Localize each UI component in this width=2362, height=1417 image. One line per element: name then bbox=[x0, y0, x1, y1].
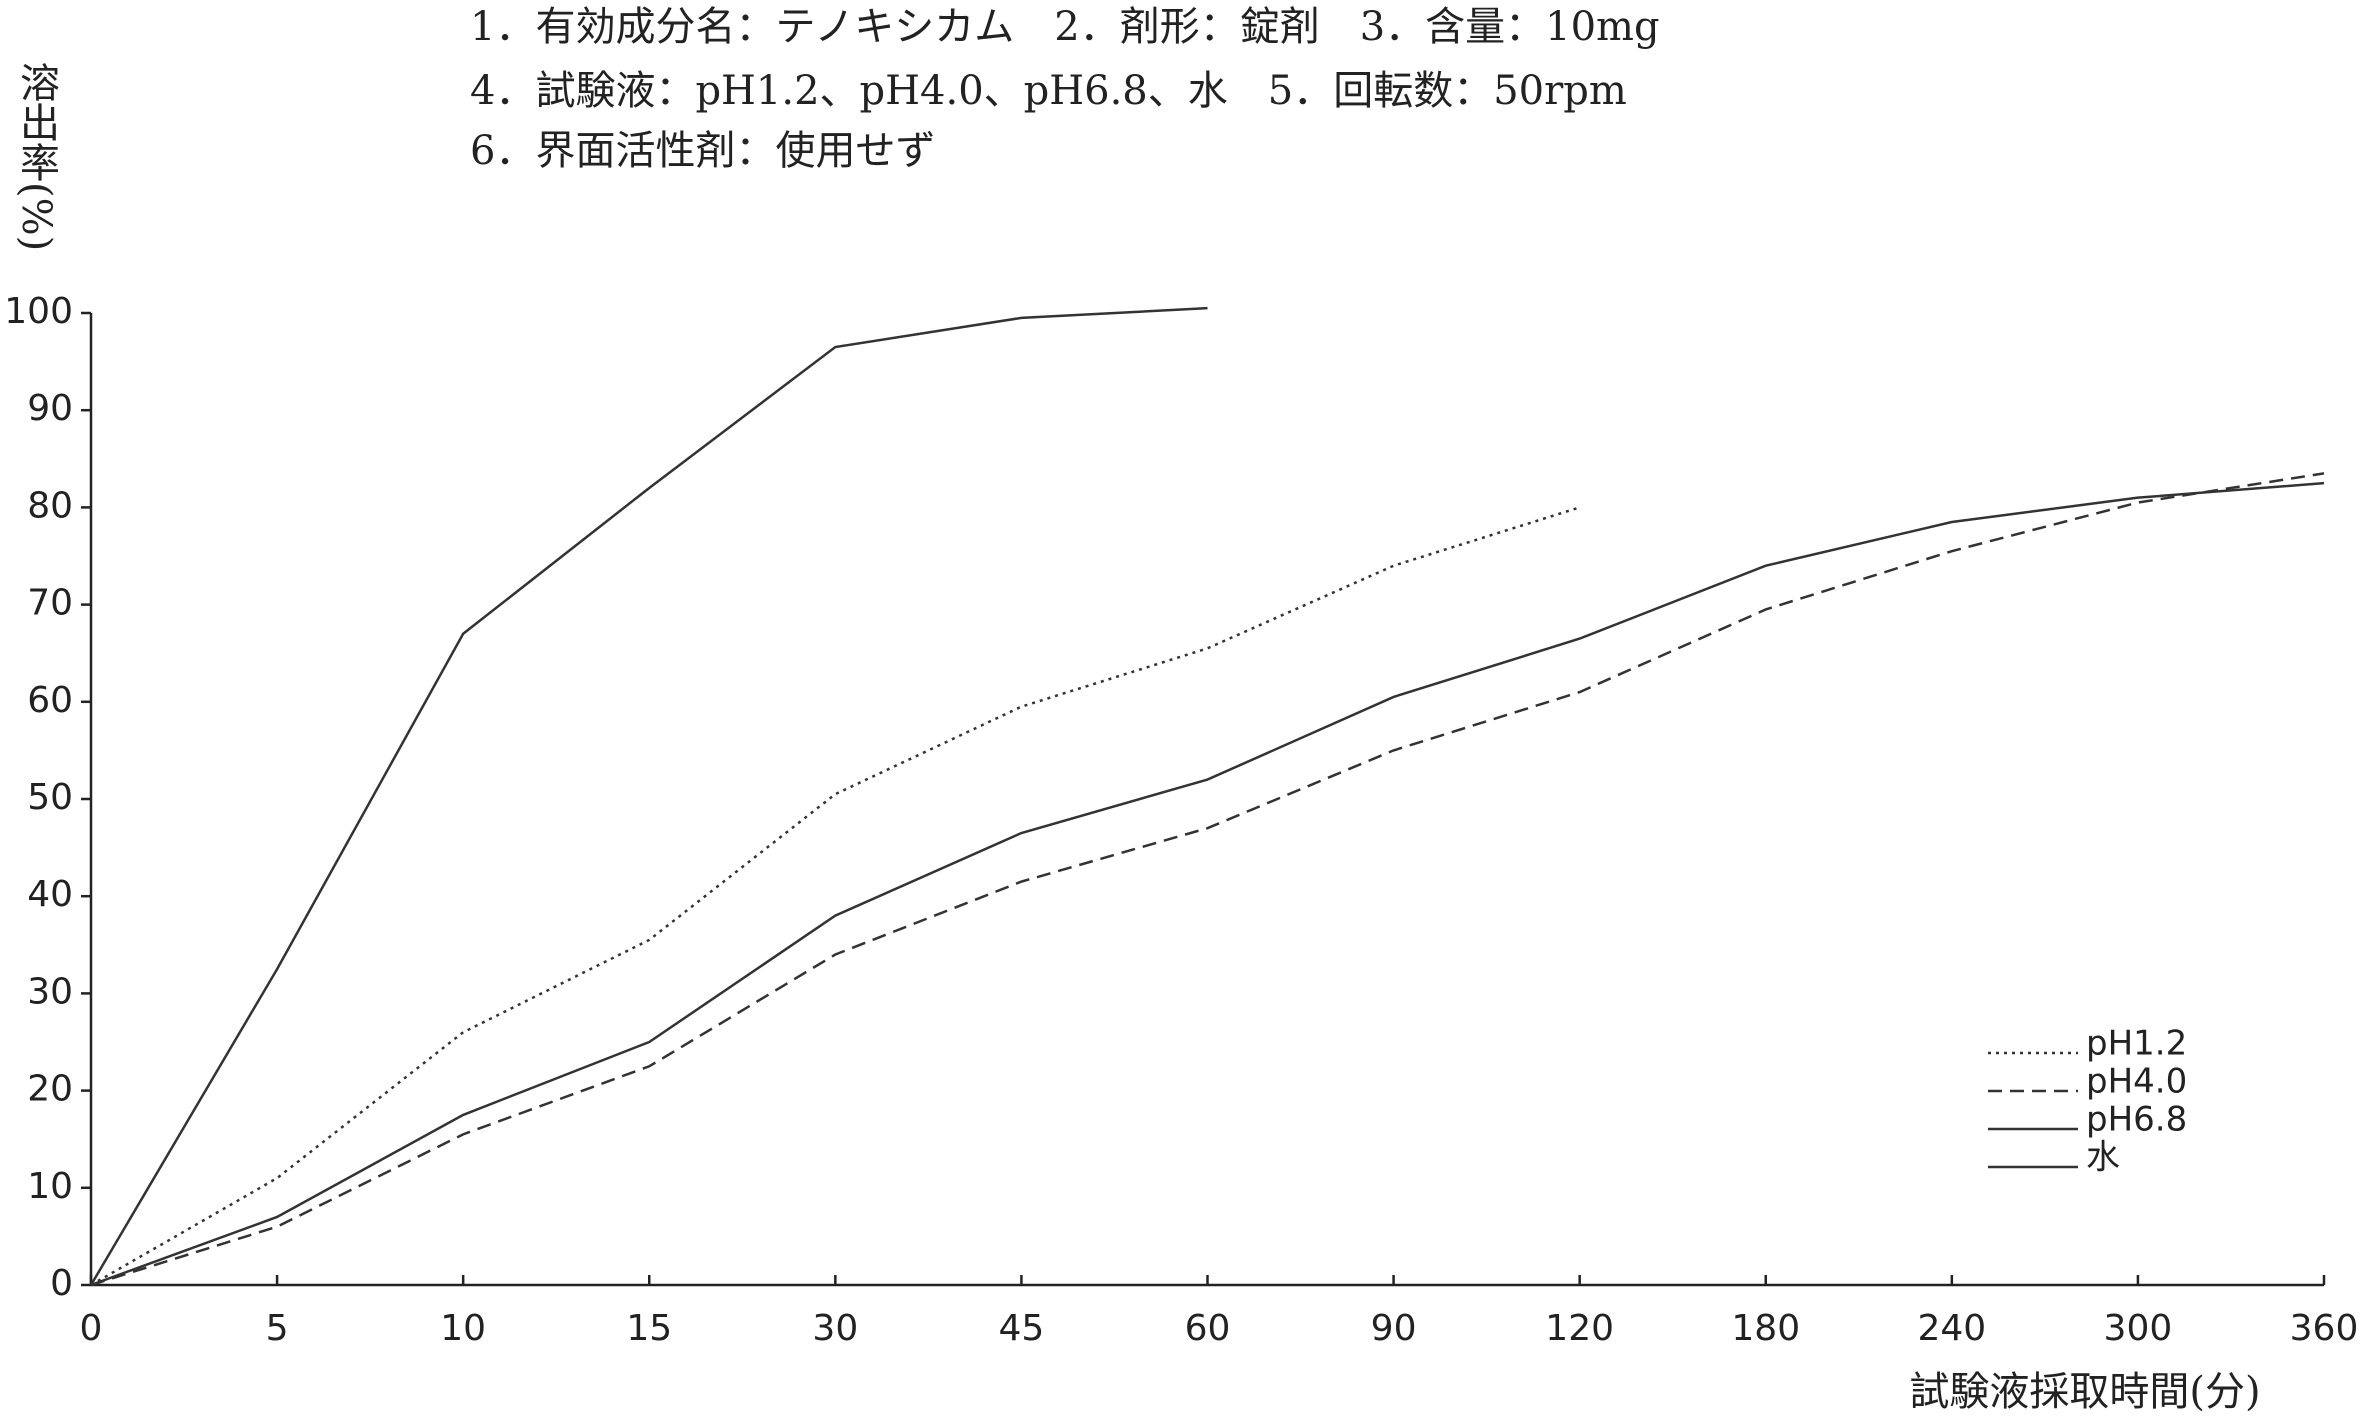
x-tick-label: 45 bbox=[999, 1308, 1045, 1349]
series-line bbox=[89, 306, 1208, 1286]
x-axis-label: 試験液採取時間(分) bbox=[1909, 1369, 2260, 1415]
y-tick-label: 70 bbox=[27, 583, 73, 624]
y-tick-label: 100 bbox=[4, 291, 73, 332]
y-axis-label: 溶出率(%) bbox=[13, 62, 59, 251]
legend-label: pH6.8 bbox=[2086, 1100, 2187, 1140]
x-tick-label: 120 bbox=[1545, 1308, 1614, 1349]
series-line bbox=[90, 472, 2325, 1287]
x-tick-label: 90 bbox=[1371, 1308, 1417, 1349]
series-line bbox=[90, 506, 1581, 1287]
x-tick-label: 240 bbox=[1917, 1308, 1986, 1349]
header-line: 1．有効成分名：テノキシカム 2．剤形：錠剤 3．含量：10mg bbox=[470, 4, 1660, 50]
y-tick-label: 10 bbox=[27, 1166, 73, 1207]
x-tick-label: 5 bbox=[266, 1308, 289, 1349]
y-tick-label: 0 bbox=[50, 1263, 73, 1304]
legend-label: 水 bbox=[2086, 1138, 2120, 1178]
y-tick-label: 80 bbox=[27, 485, 73, 526]
legend-label: pH1.2 bbox=[2086, 1024, 2187, 1064]
header-line: 4．試験液：pH1.2、pH4.0、pH6.8、水 5．回転数：50rpm bbox=[470, 68, 1627, 114]
x-tick-label: 15 bbox=[626, 1308, 672, 1349]
header-line: 6．界面活性剤：使用せず bbox=[470, 128, 935, 174]
x-tick-label: 0 bbox=[80, 1308, 103, 1349]
x-tick-label: 180 bbox=[1731, 1308, 1800, 1349]
x-tick-label: 30 bbox=[812, 1308, 858, 1349]
y-tick-label: 20 bbox=[27, 1069, 73, 1110]
series-line bbox=[90, 481, 2325, 1287]
x-tick-label: 360 bbox=[2290, 1308, 2359, 1349]
y-tick-label: 60 bbox=[27, 680, 73, 721]
y-tick-label: 90 bbox=[27, 388, 73, 429]
y-tick-label: 30 bbox=[27, 971, 73, 1012]
x-tick-label: 60 bbox=[1185, 1308, 1231, 1349]
x-tick-label: 10 bbox=[440, 1308, 486, 1349]
y-tick-label: 50 bbox=[27, 777, 73, 818]
legend-label: pH4.0 bbox=[2086, 1062, 2187, 1102]
x-tick-label: 300 bbox=[2104, 1308, 2173, 1349]
y-tick-label: 40 bbox=[27, 874, 73, 915]
